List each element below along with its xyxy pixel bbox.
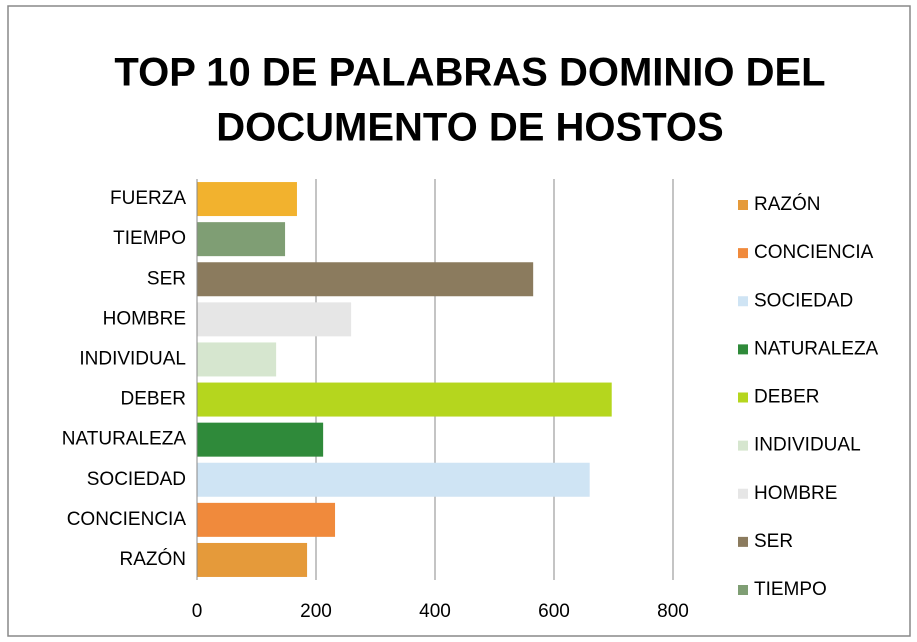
x-tick-label: 600 <box>538 601 570 622</box>
y-tick-label: RAZÓN <box>120 548 187 570</box>
chart-title: TOP 10 DE PALABRAS DOMINIO DEL <box>114 51 825 95</box>
y-tick-label: SER <box>147 268 186 289</box>
y-tick-label: INDIVIDUAL <box>79 348 186 369</box>
bar <box>197 222 286 257</box>
bar <box>197 462 590 497</box>
bar <box>197 502 336 537</box>
y-tick-label: CONCIENCIA <box>67 509 187 530</box>
bar <box>197 542 308 577</box>
y-tick-label: HOMBRE <box>103 308 186 329</box>
bar <box>197 422 324 457</box>
x-tick-label: 800 <box>657 601 689 622</box>
legend-marker <box>738 200 748 210</box>
bar <box>197 342 277 377</box>
bar <box>197 302 352 337</box>
legend-marker <box>738 585 748 595</box>
legend-marker <box>738 296 748 307</box>
bar <box>197 382 612 417</box>
legend-marker <box>738 536 748 547</box>
legend-label: HOMBRE <box>754 483 837 504</box>
chart-title: DOCUMENTO DE HOSTOS <box>216 106 723 150</box>
x-tick-label: 0 <box>192 601 203 622</box>
legend-label: SOCIEDAD <box>754 290 853 311</box>
y-tick-label: TIEMPO <box>113 228 186 249</box>
x-tick-label: 400 <box>419 601 451 622</box>
bar <box>197 262 534 297</box>
legend-marker <box>738 248 748 259</box>
legend-label: SER <box>754 531 793 552</box>
legend-label: INDIVIDUAL <box>754 435 861 456</box>
y-tick-label: SOCIEDAD <box>87 469 186 490</box>
y-tick-label: NATURALEZA <box>62 429 187 450</box>
x-tick-label: 200 <box>300 601 332 622</box>
legend-label: RAZÓN <box>754 193 821 215</box>
chart-border <box>7 5 911 637</box>
legend-label: TIEMPO <box>754 579 827 600</box>
y-tick-label: DEBER <box>121 389 186 410</box>
legend-marker <box>738 344 748 355</box>
legend-marker <box>738 392 748 403</box>
legend-label: DEBER <box>754 387 819 408</box>
legend-marker <box>738 440 748 451</box>
legend-label: CONCIENCIA <box>754 242 874 263</box>
bar <box>197 182 297 217</box>
legend-marker <box>738 488 748 499</box>
y-tick-label: FUERZA <box>110 188 186 209</box>
legend-label: NATURALEZA <box>754 338 879 359</box>
